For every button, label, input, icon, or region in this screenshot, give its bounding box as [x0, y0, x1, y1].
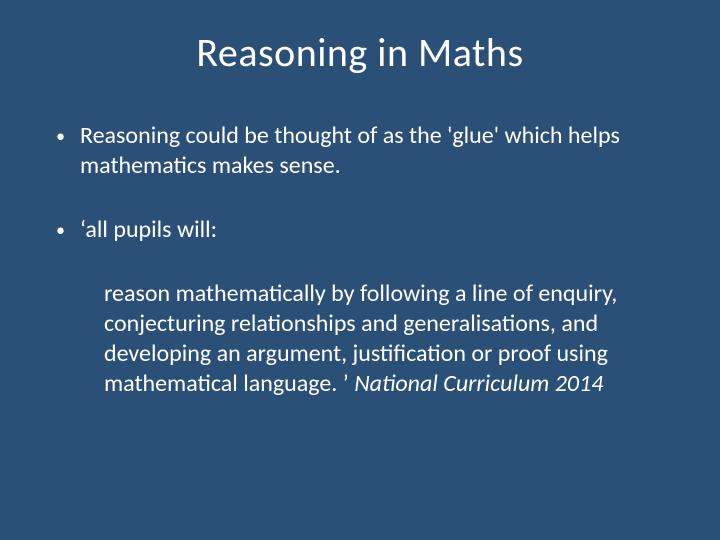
citation-text: National Curriculum 2014: [354, 369, 603, 398]
bullet-text: ‘all pupils will: reason mathematically …: [80, 215, 672, 399]
bullet-marker-icon: •: [56, 121, 80, 151]
slide-title: Reasoning in Maths: [48, 28, 672, 77]
bullet-marker-icon: •: [56, 215, 80, 245]
bullet-continuation: reason mathematically by following a lin…: [104, 279, 672, 399]
bullet-item: • ‘all pupils will: reason mathematicall…: [56, 215, 672, 399]
bullet-text: Reasoning could be thought of as the 'gl…: [80, 121, 672, 181]
bullet-item: • Reasoning could be thought of as the '…: [56, 121, 672, 181]
slide-body: • Reasoning could be thought of as the '…: [48, 121, 672, 399]
slide: Reasoning in Maths • Reasoning could be …: [0, 0, 720, 540]
bullet-lead-text: ‘all pupils will:: [80, 215, 217, 244]
